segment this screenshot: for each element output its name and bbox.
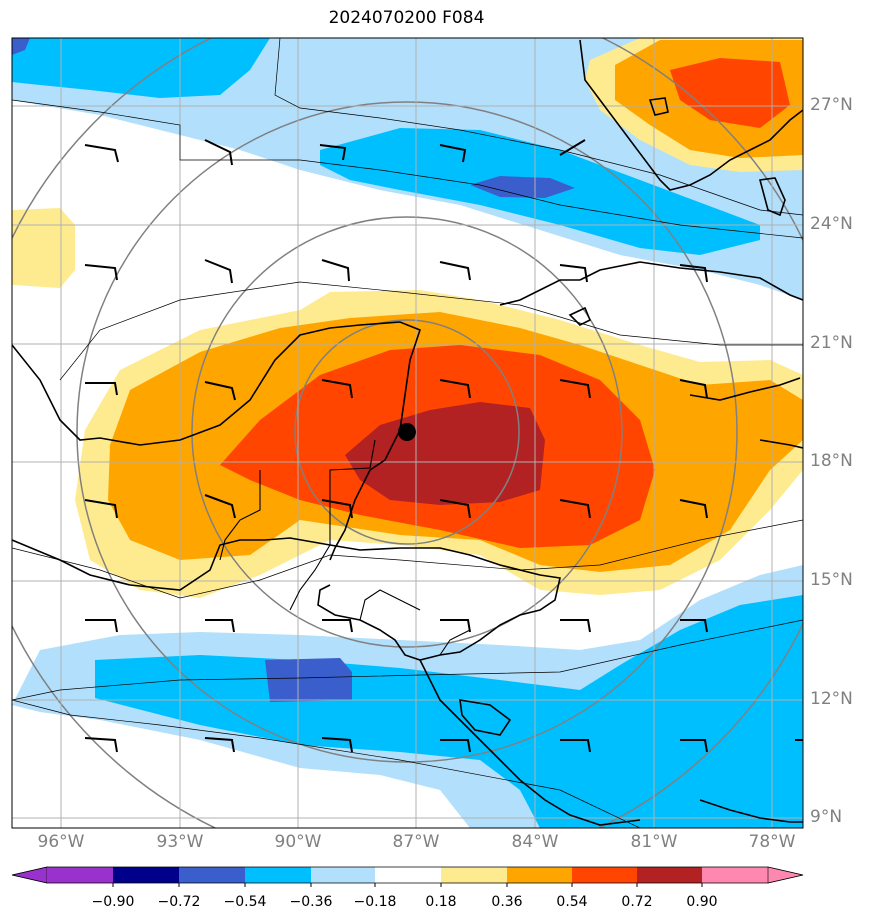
colorbar-label-pos-072: 0.72 <box>621 894 653 910</box>
range-rings <box>12 38 803 828</box>
map-canvas <box>11 37 804 829</box>
map-title: 2024070200 F084 <box>328 8 485 28</box>
contour-lines <box>12 38 803 828</box>
colorbar-label-neg-036: −0.36 <box>289 894 333 910</box>
colorbar-extend-high <box>767 866 804 884</box>
colorbar-bin-5 <box>311 867 375 883</box>
shade-corner-dark <box>12 38 30 55</box>
map-frame <box>11 37 804 829</box>
lat-label-21n: 21°N <box>810 333 853 353</box>
lat-label-18n: 18°N <box>810 451 853 471</box>
colorbar-label-pos-054: 0.54 <box>556 894 588 910</box>
shade-south-dark <box>265 658 352 702</box>
shade-central-darkred <box>345 402 545 505</box>
shade-band-south-mid <box>95 595 803 828</box>
colorbar-bin-7 <box>441 867 507 883</box>
shade-gulf-dark <box>470 176 575 198</box>
shade-band-north-mid <box>12 38 270 98</box>
colorbar-extend-low <box>11 866 48 884</box>
country-borders <box>219 439 471 656</box>
colorbar-label-pos-090: 0.90 <box>686 894 718 910</box>
colorbar-bin-4 <box>245 867 311 883</box>
colorbar-bin-8 <box>507 867 572 883</box>
lon-label-93w: 93°W <box>156 832 204 852</box>
lon-label-87w: 87°W <box>392 832 440 852</box>
colorbar-label-pos-018: 0.18 <box>425 894 457 910</box>
colorbar-bin-10 <box>637 867 702 883</box>
lat-label-9n: 9°N <box>810 807 843 827</box>
colorbar-bin-6 <box>375 867 441 883</box>
lon-label-96w: 96°W <box>37 832 85 852</box>
colorbar-bin-9 <box>572 867 637 883</box>
lat-label-15n: 15°N <box>810 570 853 590</box>
colorbar-label-neg-018: −0.18 <box>353 894 397 910</box>
colorbar-label-neg-072: −0.72 <box>157 894 201 910</box>
lon-label-90w: 90°W <box>274 832 322 852</box>
lon-label-84w: 84°W <box>511 832 559 852</box>
lat-label-12n: 12°N <box>810 689 853 709</box>
lon-label-81w: 81°W <box>630 832 678 852</box>
storm-center-marker <box>398 423 416 441</box>
shade-west-yellow <box>12 208 75 288</box>
colorbar <box>11 866 804 887</box>
wind-barbs <box>84 139 803 753</box>
colorbar-bin-1 <box>47 867 113 883</box>
lat-label-27n: 27°N <box>810 95 853 115</box>
graticule <box>12 38 803 828</box>
coastlines <box>12 39 803 826</box>
colorbar-label-neg-090: −0.90 <box>91 894 135 910</box>
colorbar-label-pos-036: 0.36 <box>491 894 523 910</box>
lon-label-78w: 78°W <box>748 832 796 852</box>
colorbar-bin-11 <box>702 867 768 883</box>
shade-florida-red <box>670 58 790 128</box>
colorbar-label-neg-054: −0.54 <box>223 894 267 910</box>
lat-label-24n: 24°N <box>810 214 853 234</box>
colorbar-ticks <box>112 883 703 887</box>
colorbar-bin-3 <box>179 867 245 883</box>
colorbar-outline <box>11 866 804 884</box>
colorbar-bin-2 <box>113 867 179 883</box>
